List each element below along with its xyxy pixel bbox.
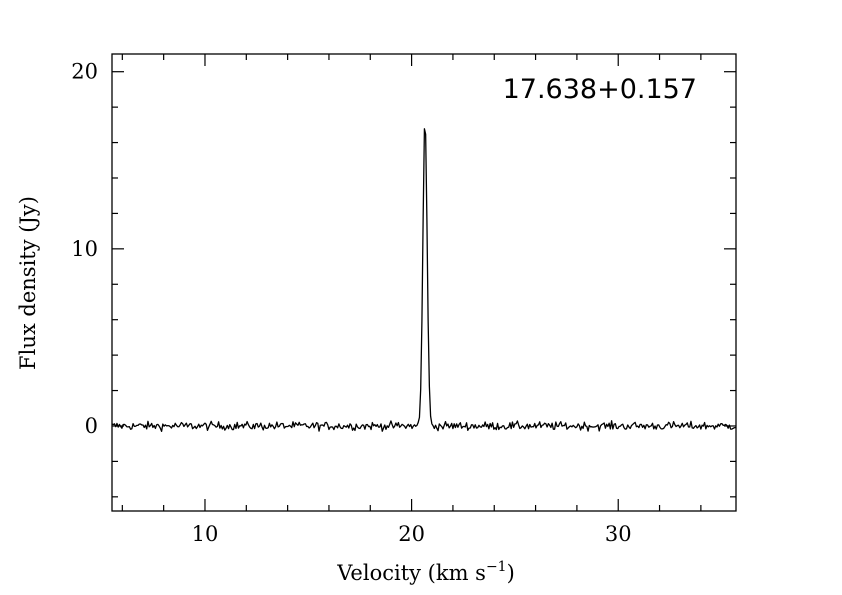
y-axis-title: Flux density (Jy) <box>16 196 40 370</box>
tick-labels: 10 20 30 0 10 20 <box>71 60 631 546</box>
x-tick-label: 30 <box>605 522 632 546</box>
x-axis-title-close: ) <box>507 561 515 585</box>
axis-ticks <box>112 54 736 511</box>
source-label: 17.638+0.157 <box>503 74 697 105</box>
x-tick-label: 10 <box>192 522 219 546</box>
y-tick-label: 10 <box>71 237 98 261</box>
x-tick-label: 20 <box>398 522 425 546</box>
plot-frame <box>111 53 737 512</box>
y-tick-label: 20 <box>71 60 98 84</box>
x-axis-title: Velocity (km s−1) <box>336 559 515 585</box>
x-axis-unit-exponent: −1 <box>486 559 507 575</box>
y-tick-label: 0 <box>85 414 98 438</box>
spectrum-line <box>111 128 736 432</box>
